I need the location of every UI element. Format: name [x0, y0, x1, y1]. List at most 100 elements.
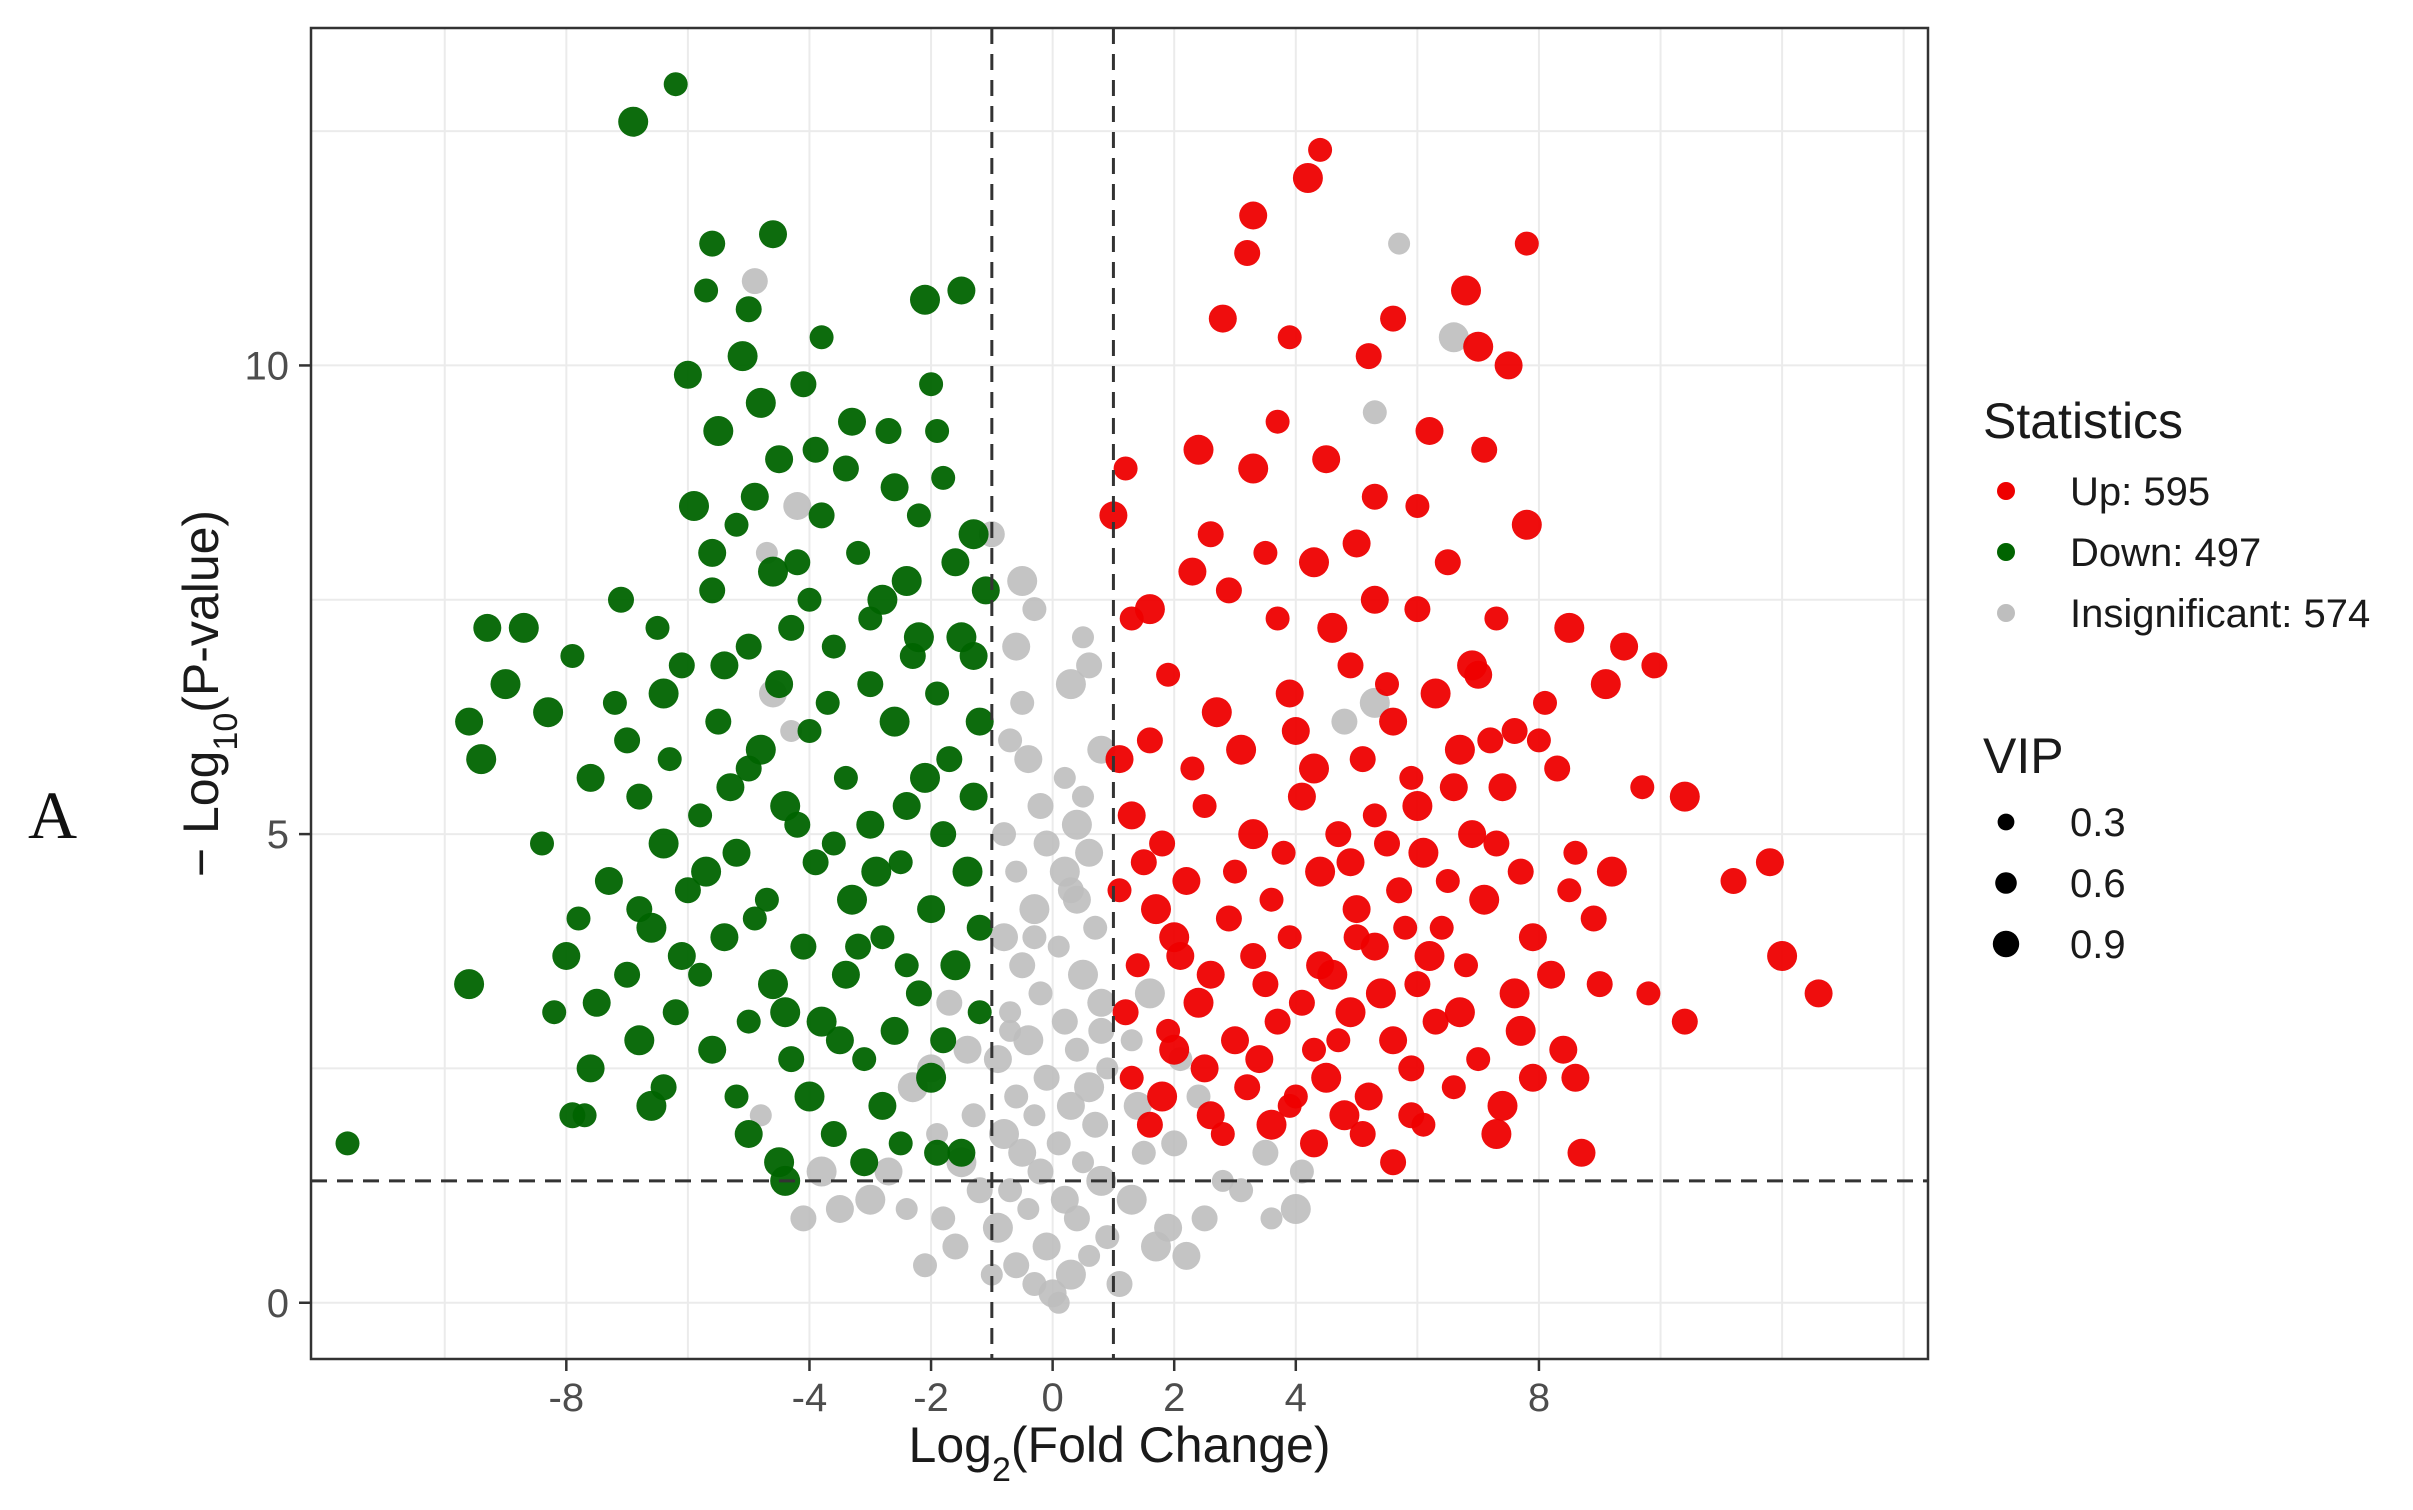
up-point [1226, 734, 1257, 765]
down-point [624, 1025, 655, 1056]
up-point [1636, 981, 1661, 1006]
down-point [946, 622, 977, 653]
down-point [705, 708, 732, 735]
up-point [1398, 1102, 1425, 1129]
down-point [582, 988, 611, 1017]
down-point [899, 643, 926, 669]
up-point [1362, 803, 1387, 828]
insig-point [1076, 652, 1103, 679]
down-point [645, 615, 670, 640]
down-point [858, 606, 883, 631]
insig-point [1028, 981, 1053, 1006]
down-point [924, 1139, 951, 1166]
insig-point [999, 1001, 1022, 1024]
down-point [815, 690, 840, 715]
down-point [473, 613, 502, 642]
up-point [1117, 801, 1146, 830]
down-point [797, 587, 822, 612]
up-point [1563, 840, 1588, 865]
up-point [1402, 791, 1433, 821]
down-point [790, 933, 817, 960]
down-point [758, 969, 788, 1000]
down-point [740, 482, 769, 511]
down-point [916, 1062, 947, 1093]
up-point [1471, 436, 1498, 463]
insig-point [1438, 322, 1469, 353]
up-point [1477, 727, 1504, 754]
up-point [1159, 1034, 1190, 1065]
up-point [1511, 509, 1542, 540]
legend-key-up [1997, 482, 2015, 500]
up-point [1183, 434, 1214, 465]
up-point [1580, 905, 1607, 932]
up-point [1767, 941, 1798, 971]
down-point [910, 762, 940, 793]
insig-point [1051, 1008, 1078, 1035]
insig-point [1280, 1194, 1311, 1224]
down-point [880, 1016, 909, 1045]
down-point [917, 895, 946, 924]
insig-point [1289, 1159, 1314, 1184]
legend-size-key [1992, 930, 2020, 958]
insig-point [1075, 838, 1104, 867]
down-point [576, 1054, 605, 1083]
insig-point [1068, 959, 1098, 990]
up-point [1586, 971, 1613, 998]
up-point [1441, 1075, 1466, 1100]
up-point [1335, 997, 1366, 1028]
x-tick-label: 8 [1528, 1376, 1550, 1420]
down-point [698, 538, 727, 567]
up-point [1360, 585, 1389, 614]
down-point [833, 765, 858, 790]
x-axis-title: Log2(Fold Change) [909, 1417, 1331, 1489]
up-point [1554, 612, 1585, 643]
insig-point [1072, 785, 1094, 808]
down-point [952, 856, 983, 887]
insig-point [1019, 894, 1050, 925]
up-point [1399, 765, 1424, 790]
up-point [1105, 745, 1134, 774]
up-point [1275, 679, 1304, 708]
up-point [1435, 869, 1460, 893]
up-point [1804, 979, 1833, 1008]
down-point [566, 906, 591, 931]
insig-point [1055, 1259, 1086, 1290]
down-point [508, 612, 539, 643]
insig-point [825, 1195, 854, 1223]
up-point [1180, 756, 1205, 781]
insig-point [989, 1119, 1019, 1149]
up-point [1238, 453, 1269, 484]
down-point [947, 276, 976, 305]
up-point [1434, 549, 1461, 576]
legend-label-down: Down: 497 [2070, 531, 2261, 575]
insig-point [953, 1035, 982, 1064]
insig-point [1096, 1057, 1119, 1080]
down-point [831, 960, 860, 989]
up-point [1349, 746, 1376, 773]
down-point [759, 220, 787, 249]
down-point [490, 669, 521, 700]
down-point [802, 849, 829, 876]
insig-point [790, 1205, 817, 1232]
up-point [1451, 275, 1481, 306]
insig-point [936, 989, 963, 1016]
insig-point [1252, 1139, 1279, 1166]
down-point [722, 838, 751, 867]
up-point [1354, 1082, 1383, 1111]
up-point [1215, 905, 1242, 932]
up-point [1590, 669, 1621, 700]
up-point [1526, 728, 1551, 753]
x-tick-label: 2 [1163, 1376, 1185, 1420]
up-point [1379, 1026, 1408, 1055]
down-point [959, 782, 988, 811]
down-point [770, 997, 801, 1028]
up-point [1112, 999, 1139, 1026]
legend-size-label: 0.9 [2070, 923, 2126, 967]
down-point [821, 831, 846, 856]
up-point [1166, 942, 1195, 970]
insig-point [1017, 1198, 1040, 1220]
up-point [1487, 1090, 1518, 1121]
up-point [1641, 652, 1668, 679]
down-point [930, 821, 957, 848]
up-point [1488, 773, 1517, 802]
